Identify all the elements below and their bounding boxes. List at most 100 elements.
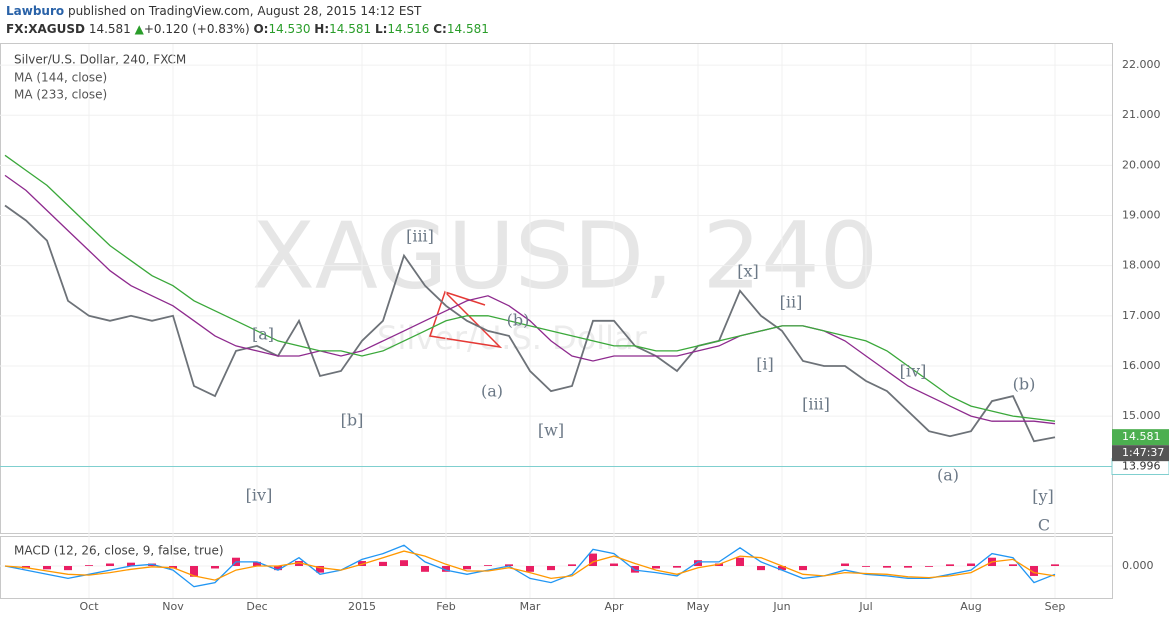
countdown: 1:47:37	[1122, 446, 1164, 459]
wave-label: [ii]	[780, 293, 803, 312]
wave-label: [a]	[252, 325, 274, 344]
series-line	[4, 174, 1056, 425]
x-tick-label: 2015	[348, 600, 376, 613]
histogram-bar	[883, 566, 891, 568]
last-price-box	[1112, 429, 1169, 446]
histogram-bar	[190, 566, 198, 577]
open: 14.530	[268, 22, 311, 36]
histogram-bar	[925, 566, 933, 567]
histogram-bar	[547, 566, 555, 571]
y-tick-label: 22.000	[1122, 58, 1161, 71]
histogram-bar	[1009, 564, 1017, 566]
countdown-box	[1112, 445, 1169, 462]
histogram-bar	[610, 563, 618, 566]
histogram-bar	[274, 566, 282, 571]
histogram-bar	[64, 566, 72, 571]
x-tick-label: Sep	[1045, 600, 1066, 613]
wave-label: (b)	[1013, 375, 1036, 394]
x-tick-label: Apr	[604, 600, 624, 613]
histogram-bar	[379, 561, 387, 566]
histogram-bar	[400, 560, 408, 566]
histogram-bar	[484, 565, 492, 566]
x-tick-label: Oct	[79, 600, 99, 613]
wave-label: (a)	[481, 382, 503, 401]
legend-entry: MA (233, close)	[14, 88, 107, 102]
histogram-bar	[778, 566, 786, 571]
histogram-bar	[589, 553, 597, 566]
histogram-bar	[757, 566, 765, 571]
author[interactable]: Lawburo	[6, 4, 65, 18]
open-label: O:	[253, 22, 269, 36]
wave-label: (b)	[507, 311, 530, 330]
wave-label: [i]	[756, 355, 774, 374]
published: published on TradingView.com, August 28,…	[67, 4, 422, 18]
wave-label: [iii]	[406, 227, 434, 246]
histogram-bar	[316, 566, 324, 573]
quote-line: FX:XAGUSD 14.581 ▲+0.120 (+0.83%) O:14.5…	[6, 20, 489, 38]
histogram-bar	[841, 563, 849, 566]
high: 14.581	[329, 22, 372, 36]
histogram-bar	[1030, 566, 1038, 576]
x-tick-label: Dec	[246, 600, 267, 613]
wave-label: [iv]	[246, 486, 273, 505]
histogram-bar	[862, 566, 870, 567]
histogram-bar	[736, 557, 744, 566]
histogram-bar	[106, 563, 114, 566]
wave-label: (a)	[937, 466, 959, 485]
y-tick-label: 18.000	[1122, 259, 1161, 272]
x-tick-label: May	[687, 600, 710, 613]
last-price: 14.581	[1122, 430, 1161, 443]
close: 14.581	[446, 22, 489, 36]
wave-label: [w]	[538, 421, 564, 440]
x-tick-label: Nov	[162, 600, 184, 613]
wave-label: [x]	[737, 262, 759, 281]
histogram-bar	[421, 566, 429, 572]
y-tick-label: 19.000	[1122, 209, 1161, 222]
histogram-bar	[694, 560, 702, 566]
x-tick-label: Feb	[436, 600, 455, 613]
wave-label: [y]	[1032, 487, 1054, 506]
series-line	[4, 550, 1056, 581]
histogram-bar	[967, 563, 975, 566]
x-tick-label: Jun	[772, 600, 790, 613]
histogram-bar	[463, 566, 471, 570]
legend-entry: MA (144, close)	[14, 71, 107, 85]
low: 14.516	[387, 22, 430, 36]
y-tick-label: 21.000	[1122, 108, 1161, 121]
y-tick-label: 16.000	[1122, 359, 1161, 372]
histogram-bar	[85, 565, 93, 566]
up-arrow: ▲	[134, 22, 144, 36]
chart-title: Silver/U.S. Dollar, 240, FXCM	[14, 53, 186, 67]
histogram-bar	[526, 566, 534, 572]
series-line	[4, 204, 1056, 443]
wave-label: C	[1038, 516, 1050, 535]
histogram-bar	[43, 566, 51, 570]
histogram-bar	[652, 566, 660, 569]
wave-label: [b]	[341, 411, 364, 430]
high-label: H:	[314, 22, 330, 36]
histogram-bar	[904, 566, 912, 568]
histogram-bar	[127, 562, 135, 566]
main-pane	[0, 43, 1113, 534]
histogram-bar	[799, 566, 807, 571]
x-tick-label: Jul	[858, 600, 872, 613]
macd-title: MACD (12, 26, close, 9, false, true)	[14, 544, 224, 558]
histogram-bar	[673, 566, 681, 568]
histogram-bar	[1051, 564, 1059, 566]
close-label: C:	[433, 22, 447, 36]
y-tick-label: 15.000	[1122, 409, 1161, 422]
y-tick-label: 0.000	[1122, 559, 1154, 572]
histogram-bar	[358, 561, 366, 566]
drawing-triangle	[429, 290, 503, 349]
x-tick-label: Aug	[960, 600, 981, 613]
symbol: FX:XAGUSD	[6, 22, 85, 36]
histogram-bar	[568, 564, 576, 566]
series-line	[4, 544, 1056, 588]
publish-line: Lawburo published on TradingView.com, Au…	[6, 2, 489, 20]
macd-pane	[0, 536, 1113, 599]
watermark-name: Silver/U.S. Dollar	[377, 319, 648, 357]
wave-label: [iii]	[802, 395, 830, 414]
watermark: XAGUSD, 240	[252, 202, 878, 309]
